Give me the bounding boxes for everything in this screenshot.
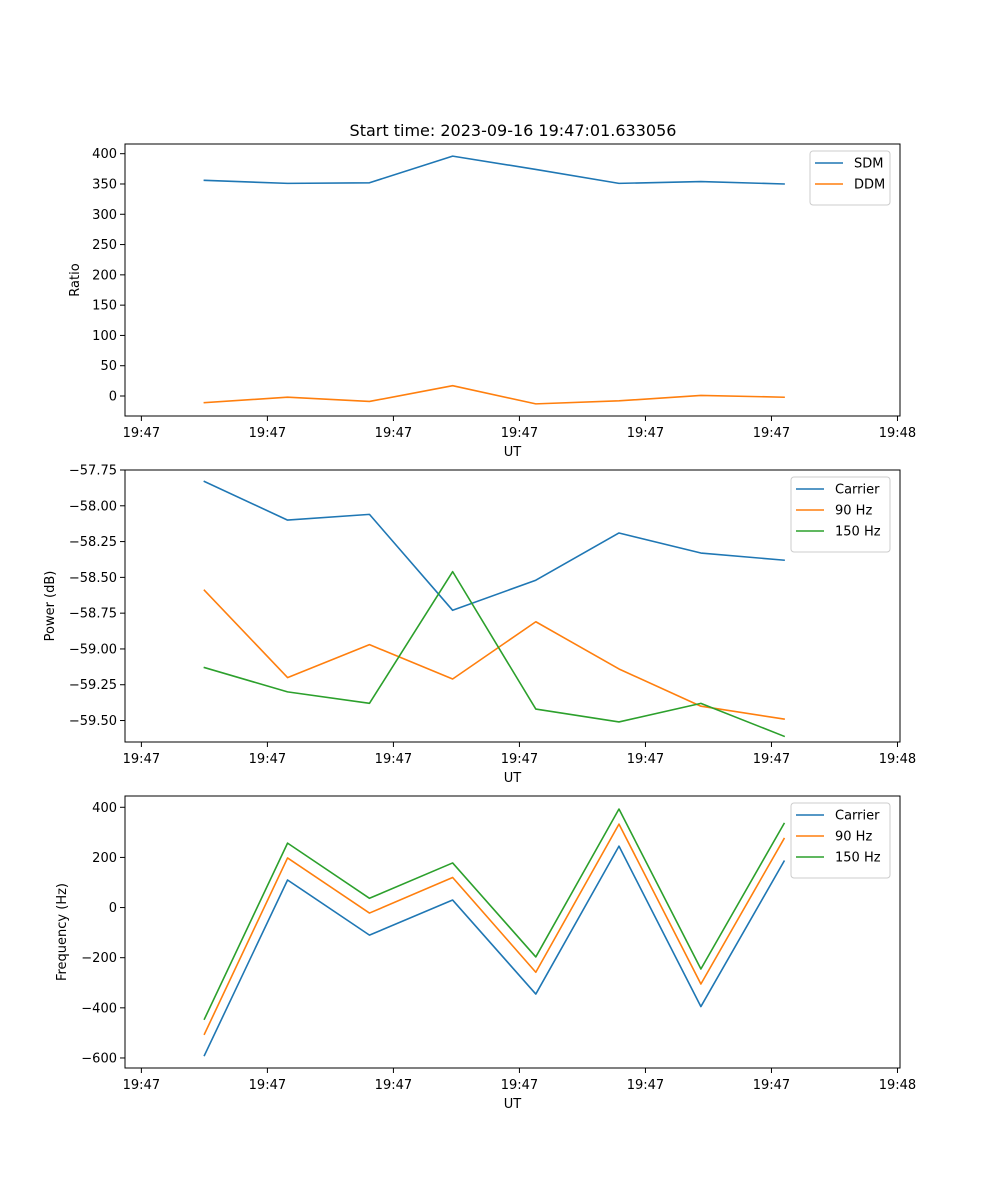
- y-tick-label-ratio-8: 400: [92, 147, 117, 162]
- y-tick-label-frequency-2: −200: [81, 951, 117, 966]
- x-tick-label-frequency-0: 19:47: [123, 1078, 160, 1093]
- x-tick-label-frequency-2: 19:47: [375, 1078, 412, 1093]
- series-line-ratio-ddm: [203, 384, 785, 405]
- y-tick-label-frequency-3: 0: [109, 901, 117, 916]
- y-tick-label-power-2: −59.00: [69, 642, 117, 657]
- series-line-power-carrier: [203, 480, 785, 612]
- series-line-power-90-hz: [203, 589, 785, 721]
- legend-label-ratio-1: DDM: [854, 178, 885, 193]
- x-tick-label-ratio-3: 19:47: [501, 426, 538, 441]
- x-tick-label-power-2: 19:47: [375, 752, 412, 767]
- legend-ratio: SDM DDM: [809, 150, 891, 206]
- legend-box-ratio: [809, 150, 891, 206]
- x-tick-label-power-1: 19:47: [249, 752, 286, 767]
- figure-title: Start time: 2023-09-16 19:47:01.633056: [350, 121, 677, 140]
- x-tick-label-ratio-6: 19:48: [879, 426, 916, 441]
- legend-box-power: [790, 476, 891, 553]
- x-tick-label-power-5: 19:47: [753, 752, 790, 767]
- y-axis-label-frequency: Frequency (Hz): [55, 883, 70, 981]
- subplot-frequency: 19:47 19:47 19:47 19:47 19:47 19:47 19:48 −600 −…: [55, 795, 916, 1112]
- y-tick-label-power-4: −58.50: [69, 571, 117, 586]
- y-axis-label-ratio: Ratio: [68, 263, 83, 296]
- y-tick-label-frequency-0: −600: [81, 1051, 117, 1066]
- y-tick-label-power-7: −57.75: [69, 464, 117, 479]
- x-axis-label-power: UT: [504, 771, 522, 786]
- axes-frame-ratio: [124, 143, 901, 417]
- axes-frame-frequency: [124, 795, 901, 1069]
- y-tick-label-power-3: −58.75: [69, 607, 117, 622]
- legend-label-ratio-0: SDM: [854, 157, 883, 172]
- y-tick-label-ratio-5: 250: [92, 238, 117, 253]
- y-tick-label-ratio-6: 300: [92, 208, 117, 223]
- y-tick-label-frequency-4: 200: [92, 851, 117, 866]
- legend-label-power-0: Carrier: [835, 483, 880, 498]
- x-tick-label-frequency-4: 19:47: [627, 1078, 664, 1093]
- legend-box-frequency: [790, 802, 891, 879]
- x-tick-label-ratio-1: 19:47: [249, 426, 286, 441]
- subplot-power: 19:47 19:47 19:47 19:47 19:47 19:47 19:48 −59.5…: [43, 464, 916, 787]
- y-axis-label-power: Power (dB): [43, 571, 58, 642]
- y-tick-label-frequency-5: 400: [92, 801, 117, 816]
- series-line-frequency-90-hz: [203, 823, 786, 1036]
- y-tick-label-power-5: −58.25: [69, 535, 117, 550]
- legend-label-frequency-1: 90 Hz: [835, 830, 872, 845]
- x-tick-label-power-4: 19:47: [627, 752, 664, 767]
- series-line-ratio-sdm: [203, 155, 785, 185]
- y-tick-label-ratio-7: 350: [92, 177, 117, 192]
- series-line-frequency-150-hz: [203, 808, 786, 1021]
- y-tick-label-ratio-1: 50: [100, 359, 117, 374]
- legend-power: Carrier 90 Hz 150 Hz: [790, 476, 891, 553]
- subplots: 19:47 19:47 19:47 19:47 19:47 19:47 19:48 0 50 10…: [43, 143, 916, 1112]
- legend-label-power-1: 90 Hz: [835, 504, 872, 519]
- y-tick-label-ratio-0: 0: [109, 390, 117, 405]
- y-tick-label-ratio-4: 200: [92, 268, 117, 283]
- legend-label-frequency-0: Carrier: [835, 809, 880, 824]
- x-tick-label-ratio-2: 19:47: [375, 426, 412, 441]
- series-line-frequency-carrier: [203, 845, 786, 1057]
- y-tick-label-power-1: −59.25: [69, 678, 117, 693]
- x-tick-label-frequency-6: 19:48: [879, 1078, 916, 1093]
- x-tick-label-frequency-1: 19:47: [249, 1078, 286, 1093]
- x-tick-label-ratio-5: 19:47: [753, 426, 790, 441]
- y-tick-label-power-6: −58.00: [69, 499, 117, 514]
- x-tick-label-frequency-5: 19:47: [753, 1078, 790, 1093]
- x-tick-label-power-3: 19:47: [501, 752, 538, 767]
- series-line-power-150-hz: [203, 570, 786, 738]
- y-tick-label-ratio-3: 150: [92, 299, 117, 314]
- axes-frame-power: [124, 469, 901, 743]
- legend-label-power-2: 150 Hz: [835, 525, 881, 540]
- x-tick-label-frequency-3: 19:47: [501, 1078, 538, 1093]
- y-tick-label-ratio-2: 100: [92, 329, 117, 344]
- x-axis-label-ratio: UT: [504, 445, 522, 460]
- x-axis-label-frequency: UT: [504, 1097, 522, 1112]
- x-tick-label-power-0: 19:47: [123, 752, 160, 767]
- x-tick-label-ratio-4: 19:47: [627, 426, 664, 441]
- x-tick-label-power-6: 19:48: [879, 752, 916, 767]
- y-tick-label-frequency-1: −400: [81, 1001, 117, 1016]
- legend-frequency: Carrier 90 Hz 150 Hz: [790, 802, 891, 879]
- legend-label-frequency-2: 150 Hz: [835, 851, 881, 866]
- x-tick-label-ratio-0: 19:47: [123, 426, 160, 441]
- subplot-ratio: 19:47 19:47 19:47 19:47 19:47 19:47 19:48 0 50 10…: [68, 143, 916, 460]
- y-tick-label-power-0: −59.50: [69, 714, 117, 729]
